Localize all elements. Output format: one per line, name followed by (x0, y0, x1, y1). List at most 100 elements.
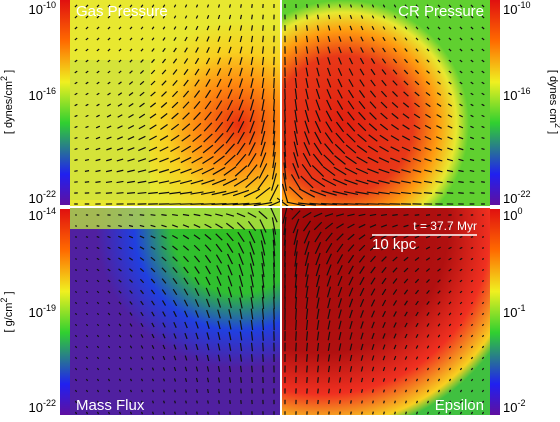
velocity-arrow (190, 167, 204, 175)
velocity-arrow (180, 156, 192, 164)
velocity-arrow (349, 25, 353, 31)
velocity-arrow (215, 223, 223, 229)
velocity-arrow (74, 26, 78, 30)
velocity-arrow (74, 59, 78, 63)
velocity-arrow (250, 274, 254, 288)
velocity-arrow (172, 267, 178, 273)
velocity-arrow (302, 152, 312, 168)
velocity-arrow (107, 323, 111, 327)
velocity-arrow (356, 145, 368, 153)
velocity-arrow (228, 320, 232, 330)
velocity-arrow (85, 378, 89, 382)
velocity-arrow (239, 320, 243, 330)
velocity-arrow (191, 145, 203, 153)
velocity-arrow (412, 158, 422, 162)
velocity-arrow (127, 180, 135, 184)
velocity-arrow (316, 331, 320, 341)
velocity-arrow (470, 70, 474, 74)
velocity-arrow (137, 169, 147, 173)
map-region (70, 60, 150, 200)
velocity-arrow (118, 70, 122, 74)
velocity-arrow (217, 343, 221, 351)
velocity-arrow (358, 213, 366, 217)
velocity-arrow (193, 224, 201, 228)
velocity-arrow (314, 131, 322, 145)
velocity-arrow (107, 92, 111, 96)
velocity-arrow (191, 156, 203, 164)
velocity-arrow (105, 192, 113, 194)
velocity-arrow (182, 224, 190, 228)
velocity-arrow (348, 287, 354, 297)
velocity-arrow (107, 312, 111, 316)
velocity-arrow (404, 4, 408, 8)
velocity-arrow (250, 308, 254, 320)
velocity-arrow (326, 78, 332, 88)
velocity-arrow (74, 269, 78, 271)
velocity-arrow (459, 279, 463, 283)
velocity-arrow (213, 155, 225, 165)
velocity-arrow (85, 147, 89, 151)
velocity-arrow (95, 136, 101, 140)
velocity-arrow (404, 333, 408, 339)
velocity-arrow (74, 356, 78, 360)
velocity-arrow (270, 207, 278, 223)
velocity-arrow (184, 4, 188, 8)
velocity-arrow (379, 145, 389, 153)
velocity-arrow (257, 174, 269, 190)
velocity-arrow (459, 312, 463, 316)
velocity-arrow (248, 142, 256, 156)
velocity-arrow (446, 158, 454, 162)
unit-text: [ g/cm (3, 303, 15, 333)
velocity-arrow (314, 231, 322, 243)
velocity-arrow (380, 90, 388, 98)
velocity-arrow (273, 88, 275, 100)
velocity-arrow (366, 191, 380, 195)
velocity-arrow (415, 26, 419, 30)
velocity-arrow (448, 92, 452, 96)
velocity-arrow (85, 4, 89, 8)
colorbar-tick-label: 10-2 (503, 398, 525, 415)
velocity-arrow (470, 114, 474, 118)
velocity-arrow (251, 365, 253, 373)
velocity-arrow (118, 334, 122, 338)
velocity-arrow (192, 122, 202, 132)
velocity-arrow (347, 100, 355, 110)
velocity-arrow (107, 257, 111, 261)
velocity-arrow (272, 141, 276, 157)
velocity-arrow (437, 81, 441, 85)
velocity-arrow (381, 277, 387, 285)
velocity-arrow (348, 89, 354, 99)
velocity-arrow (107, 59, 111, 63)
velocity-arrow (322, 165, 336, 177)
velocity-arrow (459, 323, 463, 327)
velocity-arrow (469, 181, 475, 183)
velocity-arrow (305, 285, 309, 299)
time-label: t = 37.7 Myr (413, 219, 477, 233)
velocity-arrow (336, 100, 344, 110)
velocity-arrow (316, 67, 320, 77)
velocity-arrow (129, 334, 133, 338)
velocity-arrow (173, 344, 177, 350)
velocity-arrow (481, 411, 485, 415)
velocity-arrow (426, 279, 430, 283)
velocity-arrow (415, 345, 419, 349)
velocity-arrow (481, 136, 485, 140)
velocity-arrow (169, 168, 181, 174)
velocity-arrow (226, 232, 234, 242)
velocity-arrow (435, 136, 443, 140)
unit-end: ] (3, 70, 15, 76)
velocity-arrow (404, 37, 408, 41)
velocity-arrow (379, 123, 389, 131)
velocity-arrow (107, 279, 111, 283)
velocity-arrow (381, 266, 387, 274)
velocity-arrow (424, 147, 432, 151)
velocity-arrow (225, 132, 235, 144)
velocity-arrow (382, 4, 386, 8)
velocity-arrow (118, 59, 122, 63)
velocity-arrow (426, 301, 430, 305)
velocity-arrow (223, 166, 237, 176)
velocity-arrow (107, 235, 111, 239)
velocity-arrow (259, 152, 267, 168)
velocity-arrow (217, 36, 221, 42)
unit-sup: 2 (553, 123, 560, 128)
